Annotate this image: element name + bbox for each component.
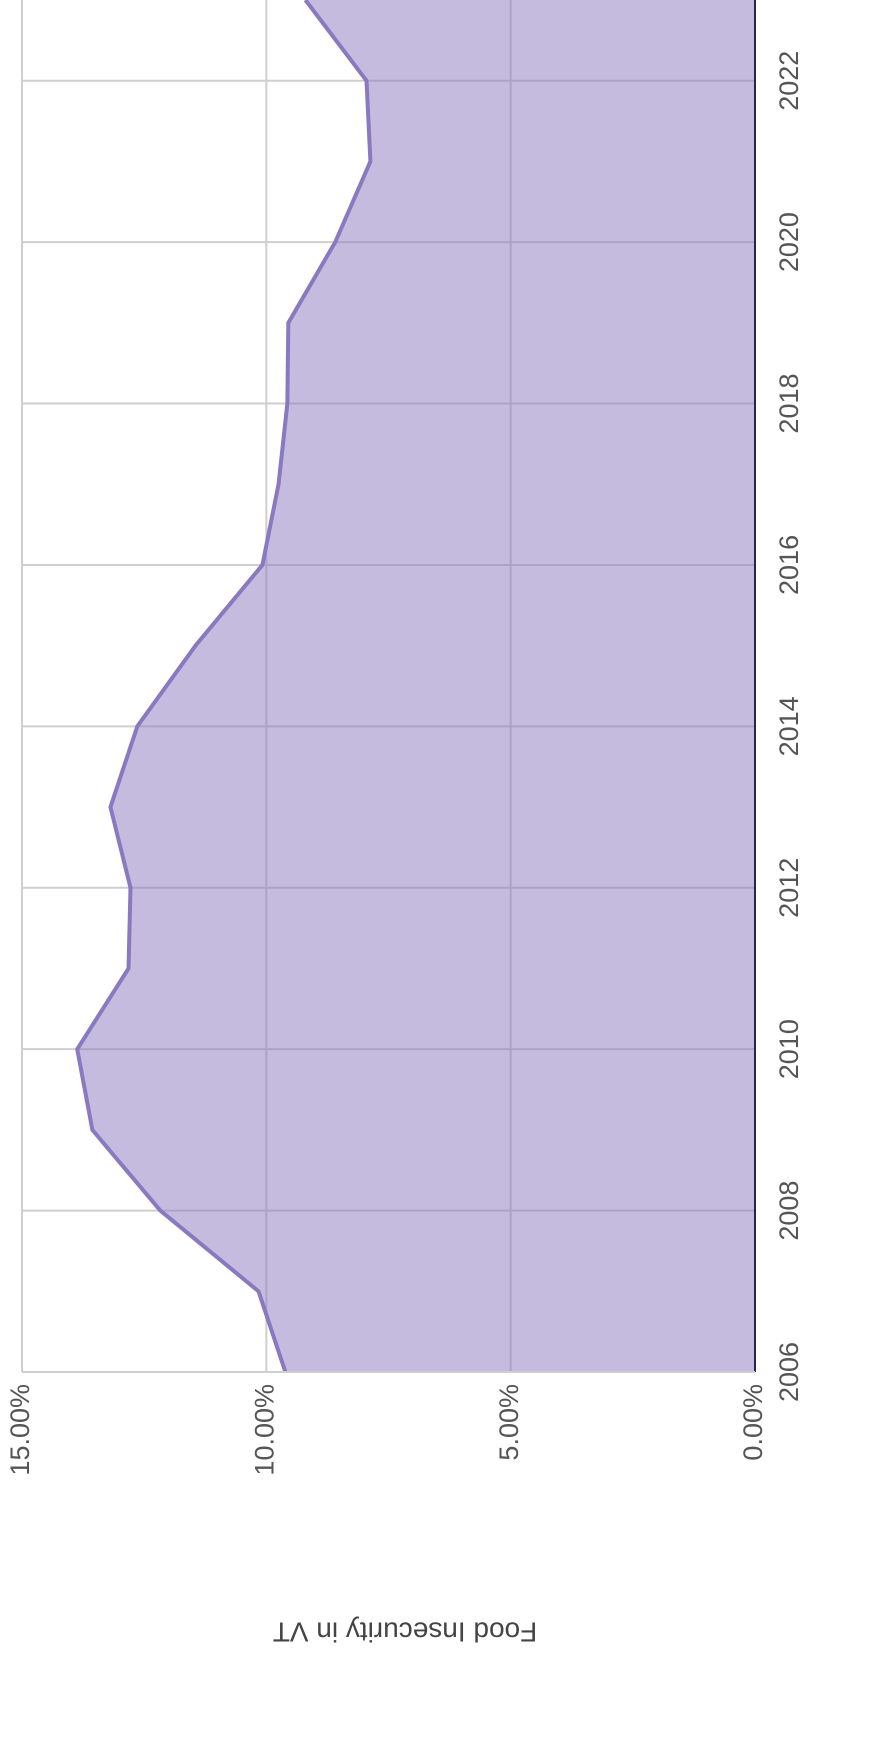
x-tick-label: 2022 xyxy=(774,51,804,111)
y-tick-label: 15.00% xyxy=(5,1384,35,1476)
x-tick-label: 2006 xyxy=(774,1342,804,1402)
x-tick-label: 2018 xyxy=(774,373,804,433)
x-tick-label: 2012 xyxy=(774,858,804,918)
x-tick-label: 2020 xyxy=(774,212,804,272)
y-tick-label: 0.00% xyxy=(738,1384,768,1461)
y-tick-label: 5.00% xyxy=(494,1384,524,1461)
y-tick-label: 10.00% xyxy=(249,1384,279,1476)
y-axis-title: Food Insecurity in VT xyxy=(273,1617,538,1648)
x-tick-label: 2008 xyxy=(774,1181,804,1241)
line xyxy=(75,0,373,1373)
area xyxy=(77,0,755,1372)
x-tick-label: 2014 xyxy=(774,696,804,756)
rotated-chart: 0.00% 5.00% 10.00% 15.00% 2006 2008 2010 2012 20… xyxy=(5,0,804,1648)
x-tick-label: 2016 xyxy=(774,535,804,595)
x-tick-label: 2010 xyxy=(774,1019,804,1079)
